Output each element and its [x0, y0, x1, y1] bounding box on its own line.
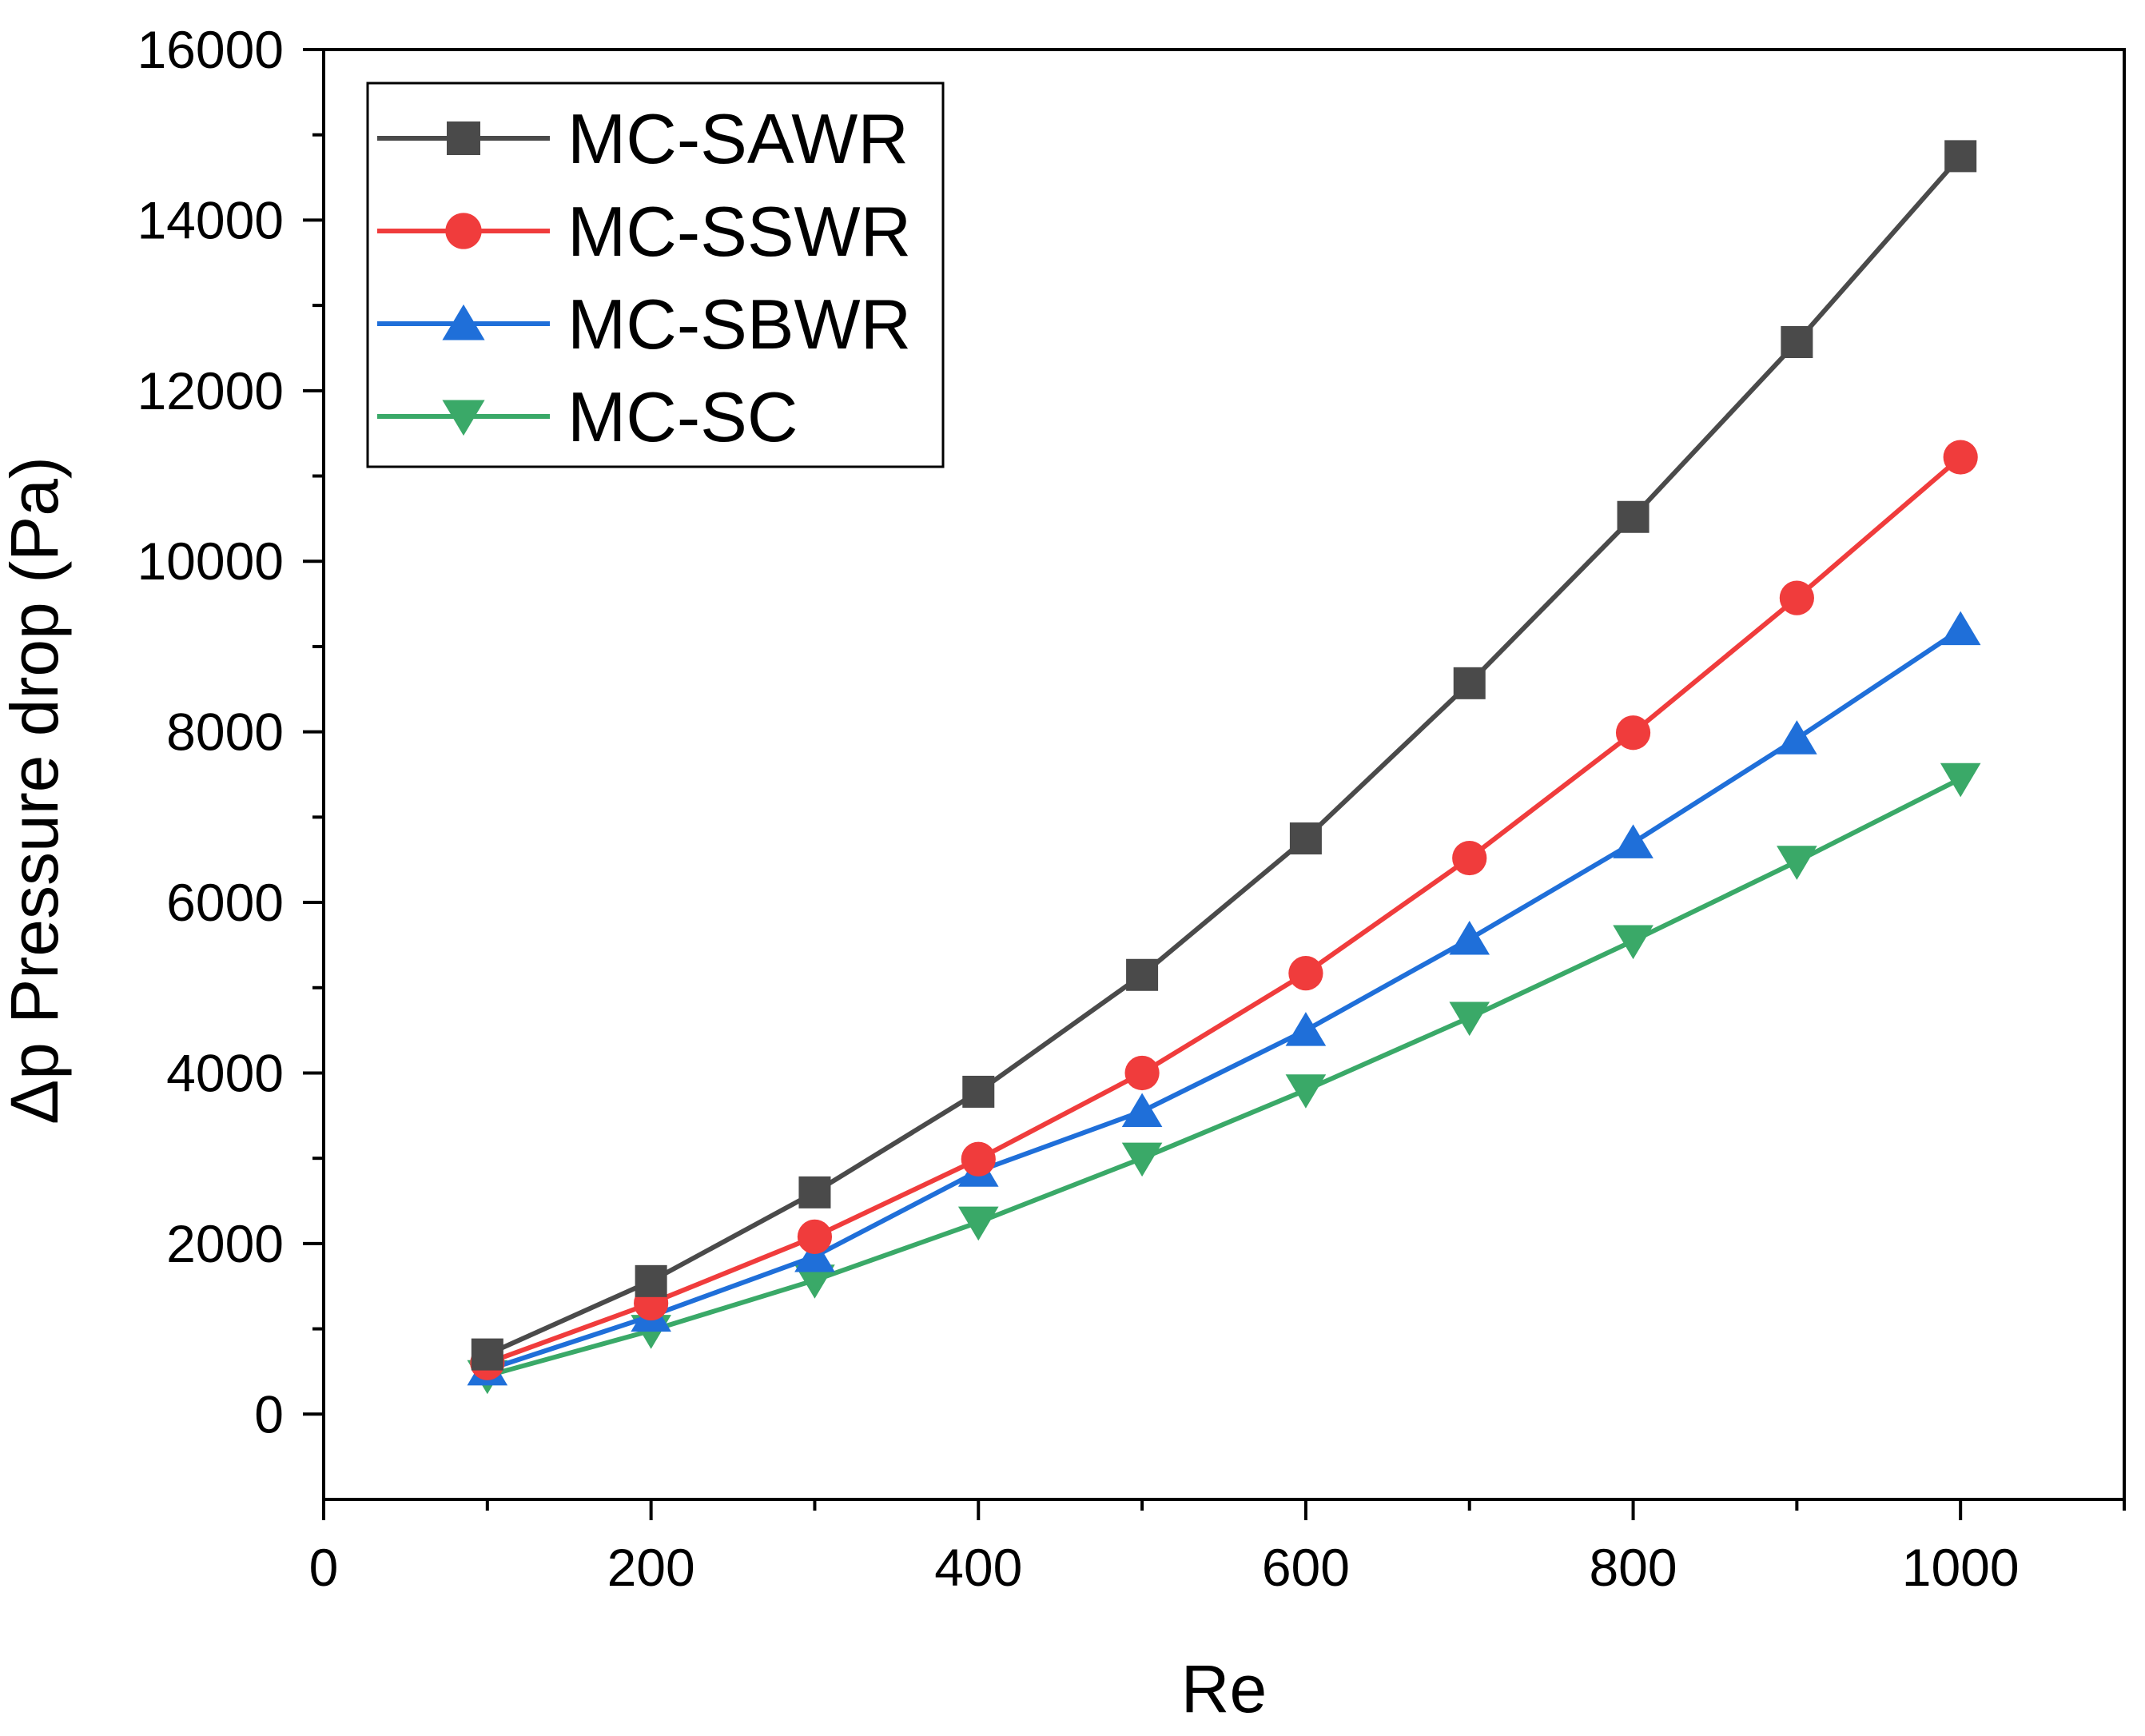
data-point: [1940, 611, 1981, 646]
legend-item: MC-SAWR: [377, 99, 909, 178]
data-point: [1613, 925, 1654, 960]
y-tick-label: 8000: [166, 703, 284, 762]
x-tick-label: 200: [607, 1538, 695, 1597]
data-point: [1121, 1142, 1163, 1177]
data-point: [1453, 667, 1486, 699]
y-tick-label: 10000: [137, 532, 284, 591]
legend-item: MC-SC: [377, 377, 798, 456]
data-point: [1940, 762, 1981, 798]
series-line: [486, 455, 1963, 1366]
x-tick-label: 600: [1262, 1538, 1350, 1597]
y-tick-label: 4000: [166, 1043, 284, 1102]
series-mc-sbwr: [467, 611, 1981, 1386]
data-point: [1285, 1074, 1327, 1109]
data-point: [962, 1075, 995, 1108]
data-point: [1285, 1012, 1327, 1046]
legend-marker: [447, 121, 480, 155]
data-point: [1613, 824, 1654, 858]
y-tick-label: 14000: [137, 190, 284, 249]
data-point: [471, 1338, 503, 1371]
data-point: [1777, 846, 1817, 880]
legend-marker: [442, 400, 485, 436]
legend-item: MC-SSWR: [377, 192, 911, 271]
legend-marker: [442, 304, 485, 340]
data-point: [797, 1219, 833, 1254]
data-point: [1615, 715, 1651, 751]
y-axis-title: Δp Pressure drop (Pa): [0, 456, 72, 1125]
legend-label: MC-SSWR: [567, 192, 911, 271]
legend-label: MC-SAWR: [567, 99, 909, 178]
data-point: [1943, 440, 1978, 475]
data-point: [1452, 840, 1487, 876]
data-point: [635, 1264, 667, 1297]
series-line: [486, 154, 1963, 1357]
series-mc-sswr: [470, 440, 1978, 1380]
data-point: [1289, 822, 1322, 855]
series-layer: [467, 140, 1981, 1395]
y-tick-label: 2000: [166, 1214, 284, 1273]
x-tick-label: 400: [934, 1538, 1022, 1597]
legend-marker: [445, 213, 482, 249]
series-line: [487, 776, 1962, 1379]
data-point: [1777, 720, 1817, 755]
x-tick-label: 0: [309, 1538, 339, 1597]
data-point: [1944, 140, 1977, 173]
data-point: [1449, 920, 1490, 955]
series-mc-sawr: [471, 140, 1977, 1371]
legend-label: MC-SC: [567, 377, 798, 456]
y-tick-label: 6000: [166, 873, 284, 932]
legend-label: MC-SBWR: [567, 285, 911, 364]
x-axis-title: Re: [1181, 1651, 1267, 1726]
data-point: [1779, 580, 1814, 615]
y-tick-label: 12000: [137, 361, 284, 420]
y-tick-label: 0: [254, 1384, 284, 1443]
data-point: [1288, 956, 1323, 991]
data-point: [1124, 1055, 1160, 1091]
x-tick-label: 800: [1589, 1538, 1677, 1597]
series-line: [486, 627, 1962, 1372]
plot-frame: [322, 48, 2126, 1501]
data-point: [794, 1264, 835, 1299]
data-point: [1121, 1093, 1163, 1128]
data-point: [1617, 500, 1650, 533]
data-point: [1126, 958, 1159, 991]
y-tick-label: 16000: [137, 20, 284, 79]
data-point: [794, 1237, 835, 1272]
data-point: [1781, 326, 1813, 359]
data-point: [961, 1141, 996, 1177]
data-point: [798, 1176, 831, 1208]
axes: 0 200 400 600 800 100002000400060008000100001…: [137, 20, 2126, 1597]
data-point: [1449, 1001, 1490, 1037]
legend-item: MC-SBWR: [377, 285, 911, 364]
legend: MC-SAWR MC-SSWR MC-SBWR MC-SC: [366, 82, 945, 468]
x-tick-label: 1000: [1902, 1538, 2020, 1597]
data-point: [957, 1206, 999, 1241]
